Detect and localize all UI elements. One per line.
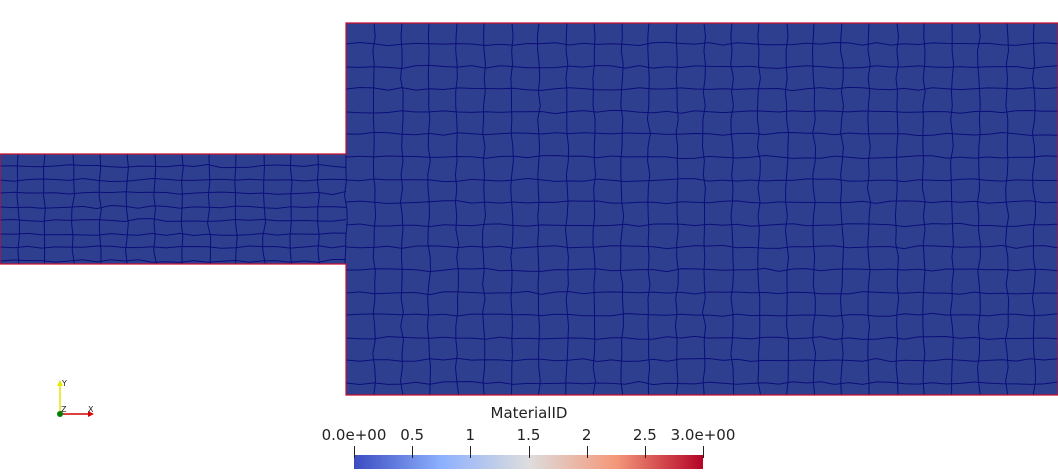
mesh-line — [345, 290, 1058, 296]
mesh-line — [345, 312, 1058, 317]
mesh-line — [426, 22, 432, 396]
mesh-line — [345, 109, 1058, 115]
y-axis-label: Y — [61, 379, 67, 388]
mesh-line — [0, 163, 347, 169]
mesh-line — [345, 131, 1058, 137]
mesh-line — [345, 335, 1058, 341]
mesh-line — [784, 22, 790, 396]
mesh-line — [921, 22, 926, 396]
x-axis-label: X — [88, 405, 94, 414]
z-axis-dot — [57, 411, 63, 417]
mesh-line — [346, 267, 1058, 273]
mesh-domain — [0, 23, 1058, 395]
mesh-line — [16, 153, 21, 265]
mesh-line — [730, 22, 735, 396]
mesh-line — [372, 22, 377, 396]
mesh-line — [811, 22, 817, 396]
mesh-line — [756, 22, 762, 396]
mesh-line — [125, 153, 129, 265]
mesh-line — [1004, 22, 1010, 396]
mesh-line — [0, 259, 346, 263]
mesh-line — [42, 153, 46, 265]
mesh-line — [674, 22, 679, 396]
mesh-line — [536, 22, 541, 396]
mesh-line — [0, 232, 347, 237]
mesh-line — [399, 22, 404, 396]
y-axis-arrow — [57, 380, 63, 386]
mesh-line — [839, 22, 845, 396]
mesh-line — [701, 22, 707, 396]
mesh-line — [454, 22, 460, 396]
mesh-line — [180, 153, 184, 265]
x-axis-arrow — [88, 411, 94, 417]
mesh-line — [564, 22, 570, 395]
mesh-line — [0, 177, 347, 183]
mesh-line — [0, 245, 347, 249]
mesh-line — [1031, 22, 1037, 396]
mesh-line — [0, 191, 347, 196]
mesh-line — [345, 41, 1058, 47]
mesh-line — [345, 64, 1058, 70]
mesh-line — [71, 153, 75, 265]
mesh-grid — [0, 22, 1058, 396]
mesh-line — [894, 22, 900, 396]
mesh-line — [646, 22, 651, 396]
mesh-line — [153, 153, 157, 265]
mesh-line — [0, 218, 347, 223]
mesh-line — [866, 22, 872, 396]
mesh-line — [510, 22, 514, 396]
mesh-line — [619, 22, 625, 396]
mesh-line — [345, 357, 1058, 363]
mesh-line — [481, 22, 487, 396]
mesh-line — [262, 153, 267, 265]
z-axis-label: Z — [61, 405, 67, 414]
mesh-line — [345, 222, 1058, 228]
mesh-line — [592, 22, 597, 396]
mesh-line — [345, 177, 1058, 183]
mesh-line — [206, 153, 212, 265]
mesh-line — [345, 154, 1058, 160]
mesh-line — [345, 380, 1058, 386]
mesh-line — [345, 244, 1058, 250]
mesh-line — [234, 153, 238, 265]
mesh-line — [345, 200, 1058, 205]
orientation-axes: Y X Z — [57, 379, 94, 417]
mesh-boundary — [0, 22, 1058, 396]
mesh-line — [345, 86, 1058, 92]
mesh-line — [976, 22, 981, 396]
mesh-line — [949, 22, 955, 395]
mesh-line — [0, 204, 347, 210]
mesh-line — [289, 153, 293, 265]
